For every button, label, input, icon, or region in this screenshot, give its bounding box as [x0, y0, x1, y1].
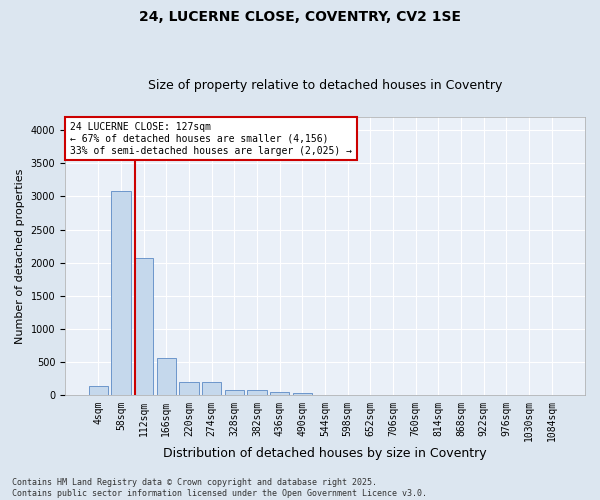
Bar [293, 394, 312, 396]
Text: 24, LUCERNE CLOSE, COVENTRY, CV2 1SE: 24, LUCERNE CLOSE, COVENTRY, CV2 1SE [139, 10, 461, 24]
Text: 24 LUCERNE CLOSE: 127sqm
← 67% of detached houses are smaller (4,156)
33% of sem: 24 LUCERNE CLOSE: 127sqm ← 67% of detach… [70, 122, 352, 156]
Bar [89, 386, 108, 396]
X-axis label: Distribution of detached houses by size in Coventry: Distribution of detached houses by size … [163, 447, 487, 460]
Title: Size of property relative to detached houses in Coventry: Size of property relative to detached ho… [148, 79, 502, 92]
Bar [247, 390, 266, 396]
Bar [134, 258, 153, 396]
Bar [270, 392, 289, 396]
Text: Contains HM Land Registry data © Crown copyright and database right 2025.
Contai: Contains HM Land Registry data © Crown c… [12, 478, 427, 498]
Y-axis label: Number of detached properties: Number of detached properties [15, 168, 25, 344]
Bar [157, 358, 176, 396]
Bar [112, 191, 131, 396]
Bar [224, 390, 244, 396]
Bar [179, 382, 199, 396]
Bar [202, 382, 221, 396]
